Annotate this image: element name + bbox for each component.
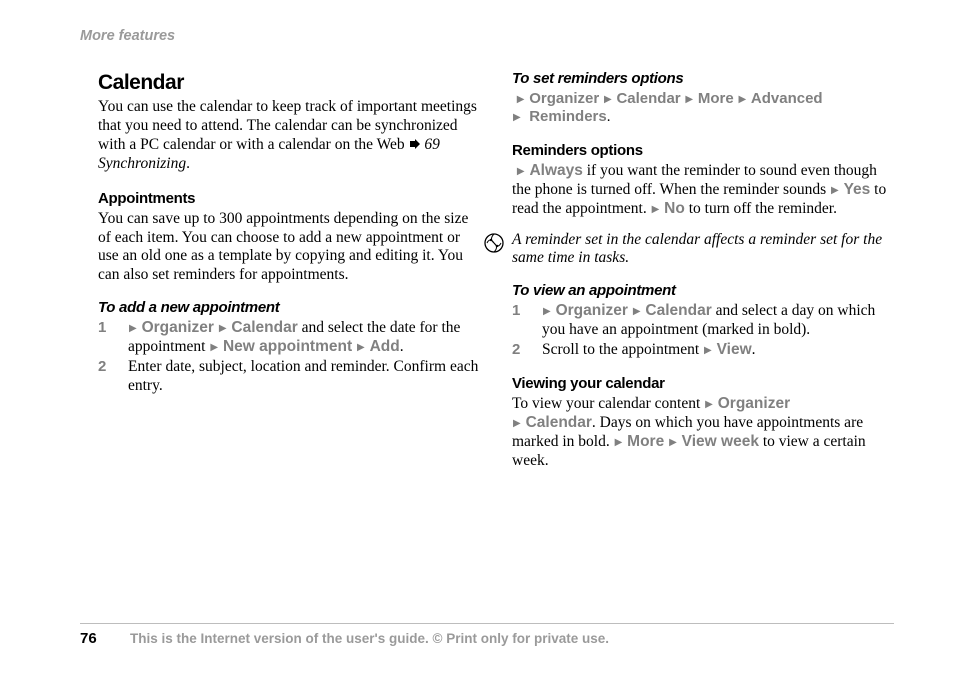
page: More features Calendar You can use the c…	[0, 0, 954, 677]
xref-arrow-icon	[409, 138, 421, 150]
step-body: Enter date, subject, location and remind…	[128, 358, 480, 396]
menu-organizer: Organizer	[718, 395, 790, 412]
nav-arrow-icon: ▶	[704, 399, 714, 410]
menu-organizer: Organizer	[529, 90, 599, 107]
step-body: ▶ Organizer ▶ Calendar and select the da…	[128, 319, 480, 357]
appointments-body: You can save up to 300 appointments depe…	[98, 210, 480, 286]
menu-organizer: Organizer	[142, 319, 214, 336]
reminders-options-body: ▶ Always if you want the reminder to sou…	[512, 162, 894, 219]
menu-view-week: View week	[682, 433, 759, 450]
nav-arrow-icon: ▶	[516, 94, 526, 105]
calendar-intro: You can use the calendar to keep track o…	[98, 98, 480, 174]
menu-organizer: Organizer	[556, 302, 628, 319]
note-icon	[484, 233, 504, 253]
view-appointment-heading: To view an appointment	[512, 282, 894, 301]
vstep-2: 2 Scroll to the appointment ▶ View.	[512, 341, 894, 360]
step-body: ▶ Organizer ▶ Calendar and select a day …	[542, 302, 894, 340]
menu-reminders: Reminders	[529, 108, 607, 125]
add-appointment-heading: To add a new appointment	[98, 299, 480, 318]
step-number: 1	[512, 302, 542, 340]
footer: 76 This is the Internet version of the u…	[80, 623, 894, 647]
left-column: Calendar You can use the calendar to kee…	[98, 70, 480, 471]
nav-arrow-icon: ▶	[830, 185, 840, 196]
nav-arrow-icon: ▶	[668, 437, 678, 448]
columns: Calendar You can use the calendar to kee…	[80, 70, 894, 471]
running-head: More features	[80, 28, 894, 44]
menu-advanced: Advanced	[751, 90, 823, 107]
nav-arrow-icon: ▶	[516, 166, 526, 177]
nav-arrow-icon: ▶	[542, 306, 552, 317]
menu-view: View	[717, 341, 752, 358]
step-number: 2	[512, 341, 542, 360]
menu-more: More	[698, 90, 734, 107]
vstep-1: 1 ▶ Organizer ▶ Calendar and select a da…	[512, 302, 894, 340]
menu-calendar: Calendar	[616, 90, 680, 107]
view-steps: 1 ▶ Organizer ▶ Calendar and select a da…	[512, 302, 894, 360]
nav-arrow-icon: ▶	[512, 418, 522, 429]
note: A reminder set in the calendar affects a…	[484, 231, 894, 268]
nav-arrow-icon: ▶	[614, 437, 624, 448]
menu-calendar: Calendar	[231, 319, 297, 336]
nav-arrow-icon: ▶	[703, 345, 713, 356]
text: to turn off the reminder.	[685, 200, 837, 217]
calendar-heading: Calendar	[98, 70, 480, 96]
step-1: 1 ▶ Organizer ▶ Calendar and select the …	[98, 319, 480, 357]
nav-arrow-icon: ▶	[209, 342, 219, 353]
appointments-heading: Appointments	[98, 190, 480, 209]
menu-no: No	[664, 200, 685, 217]
text: Scroll to the appointment	[542, 341, 703, 358]
page-number: 76	[80, 630, 130, 647]
menu-new-appointment: New appointment	[223, 338, 352, 355]
note-text: A reminder set in the calendar affects a…	[512, 231, 894, 268]
nav-arrow-icon: ▶	[632, 306, 642, 317]
menu-always: Always	[529, 162, 582, 179]
footer-text: This is the Internet version of the user…	[130, 631, 609, 646]
nav-arrow-icon: ▶	[603, 94, 613, 105]
set-reminders-heading: To set reminders options	[512, 70, 894, 89]
nav-arrow-icon: ▶	[128, 323, 138, 334]
menu-yes: Yes	[844, 181, 871, 198]
nav-arrow-icon: ▶	[356, 342, 366, 353]
nav-arrow-icon: ▶	[684, 94, 694, 105]
menu-add: Add	[370, 338, 400, 355]
step-2: 2 Enter date, subject, location and remi…	[98, 358, 480, 396]
viewing-calendar-heading: Viewing your calendar	[512, 375, 894, 394]
step-body: Scroll to the appointment ▶ View.	[542, 341, 894, 360]
add-steps: 1 ▶ Organizer ▶ Calendar and select the …	[98, 319, 480, 396]
menu-more: More	[627, 433, 664, 450]
nav-arrow-icon: ▶	[512, 112, 522, 123]
menu-calendar: Calendar	[645, 302, 711, 319]
nav-arrow-icon: ▶	[218, 323, 228, 334]
text: To view your calendar content	[512, 395, 704, 412]
step-number: 1	[98, 319, 128, 357]
viewing-calendar-body: To view your calendar content ▶ Organize…	[512, 395, 894, 471]
nav-arrow-icon: ▶	[737, 94, 747, 105]
right-column: To set reminders options ▶ Organizer ▶ C…	[512, 70, 894, 471]
nav-arrow-icon: ▶	[651, 204, 661, 215]
set-reminders-path: ▶ Organizer ▶ Calendar ▶ More ▶ Advanced…	[512, 90, 894, 127]
reminders-options-heading: Reminders options	[512, 142, 894, 161]
step-number: 2	[98, 358, 128, 396]
menu-calendar: Calendar	[526, 414, 592, 431]
